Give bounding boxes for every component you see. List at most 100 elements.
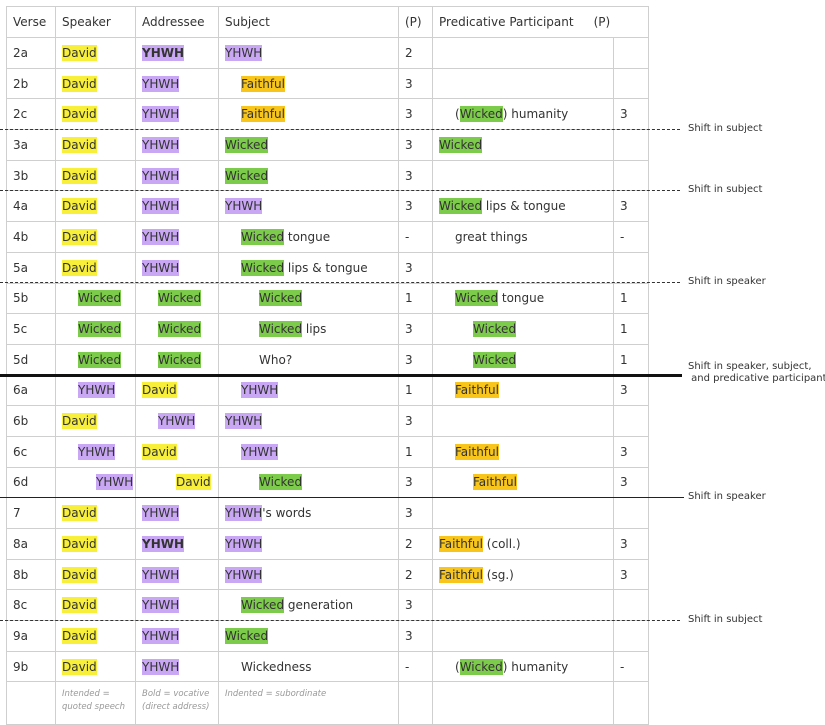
header-row: Verse Speaker Addressee Subject (P) Pred… [6,6,649,38]
table-row: 6a YHWH David YHWH 1 Faithful 3 [6,374,649,407]
shift-annotation: Shift in subject [688,122,763,134]
predicative-cell [432,497,614,529]
participant-green: Wicked [225,136,269,153]
subject-cell: Who? [218,343,399,376]
addressee-cell: YHWH [135,650,219,683]
participant-yellow: David [62,106,97,123]
predicative-person-cell [613,405,649,437]
header-predicative-label: Predicative Participant [439,15,574,29]
verse-cell: 9b [6,650,56,683]
addressee-cell: YHWH [135,129,219,161]
table-row: 8a David YHWH YHWH 2 Faithful (coll.) 3 [6,528,649,560]
addressee-cell: YHWH [135,558,219,591]
header-subject: Subject [218,6,399,38]
participant-green: Wicked [459,658,503,675]
predicative-person-cell [613,67,649,100]
speaker-cell: David [55,620,136,652]
table-row: 8b David YHWH YHWH 2 Faithful (sg.) 3 [6,558,649,591]
predicative-cell: Wicked [432,129,614,161]
participant-green: Wicked [439,136,483,153]
text: tongue [498,291,545,306]
shift-line [0,496,684,498]
table-row: 5a David YHWH Wicked lips & tongue 3 [6,251,649,284]
verse-cell: 4a [6,190,56,223]
predicative-person-cell: 1 [613,313,649,345]
subject-person-cell: 2 [398,528,433,560]
verse-cell: 6b [6,405,56,437]
subject-person-cell: 3 [398,67,433,100]
addressee-cell: Wicked [135,343,219,376]
speaker-cell: Wicked [55,343,136,376]
subject-cell: Wicked [218,159,399,192]
text: (sg.) [482,567,514,582]
speaker-cell: David [55,528,136,560]
table-row: 4b David YHWH Wicked tongue - great things - [6,221,649,253]
participant-table: Verse Speaker Addressee Subject (P) Pred… [6,6,649,725]
subject-person-cell: - [398,650,433,683]
predicative-person-cell: 1 [613,282,649,315]
participant-purple: YHWH [142,597,180,614]
subject-person-cell: 3 [398,466,433,499]
participant-purple: YHWH [225,44,263,61]
addressee-cell: YHWH [135,620,219,652]
addressee-cell: YHWH [135,589,219,622]
predicative-cell: Wicked tongue [432,282,614,315]
text: lips [302,322,327,337]
subject-cell: YHWH's words [218,497,399,529]
participant-green: Wicked [241,597,285,614]
verse-cell: 7 [6,497,56,529]
speaker-cell: David [55,221,136,253]
participant-purple: YHWH [142,505,180,522]
text: ( [455,107,460,122]
speaker-cell: Wicked [55,282,136,315]
verse-cell: 3b [6,159,56,192]
speaker-cell: David [55,405,136,437]
text: lips & tongue [284,260,368,275]
participant-purple: YHWH [96,474,134,491]
header-predicative-person: (P) [593,15,611,29]
text: tongue [284,229,331,244]
subject-cell: YHWH [218,528,399,560]
header-person: (P) [398,6,433,38]
table-row: 7 David YHWH YHWH's words 3 [6,497,649,529]
shift-line [0,128,680,130]
speaker-cell: David [55,67,136,100]
addressee-cell: YHWH [135,251,219,284]
participant-orange: Faithful [241,75,285,92]
participant-yellow: David [62,75,97,92]
speaker-cell: David [55,497,136,529]
speaker-cell: David [55,650,136,683]
participant-orange: Faithful [473,474,517,491]
text: ) humanity [502,659,569,674]
participant-purple: YHWH [241,443,279,460]
verse-cell: 6a [6,374,56,407]
subject-person-cell: 3 [398,620,433,652]
participant-purple: YHWH [142,106,180,123]
verse-cell: 8b [6,558,56,591]
participant-orange: Faithful [439,566,483,583]
participant-purple: YHWH [142,198,180,215]
addressee-cell: David [135,374,219,407]
speaker-cell: David [55,159,136,192]
verse-cell: 2c [6,98,56,131]
predicative-cell: Faithful [432,435,614,468]
subject-cell: Wicked [218,620,399,652]
table-row: 9b David YHWH Wickedness - (Wicked) humanity - [6,650,649,683]
participant-purple: YHWH [142,566,180,583]
participant-yellow: David [62,658,97,675]
predicative-person-cell: 3 [613,435,649,468]
participant-purple: YHWH [225,566,263,583]
legend-addressee: Bold = vocative (direct address) [135,681,219,725]
predicative-cell: (Wicked) humanity [432,98,614,131]
table-row: 2a David YHWH YHWH 2 [6,37,649,69]
shift-line [0,189,680,191]
subject-cell: YHWH [218,405,399,437]
subject-person-cell: 1 [398,282,433,315]
participant-green: Wicked [158,290,202,307]
participant-yellow: David [62,198,97,215]
text: Wickedness [241,659,312,674]
predicative-person-cell: 3 [613,466,649,499]
participant-yellow: David [176,474,211,491]
predicative-person-cell: 1 [613,343,649,376]
text: lips & tongue [482,199,566,214]
